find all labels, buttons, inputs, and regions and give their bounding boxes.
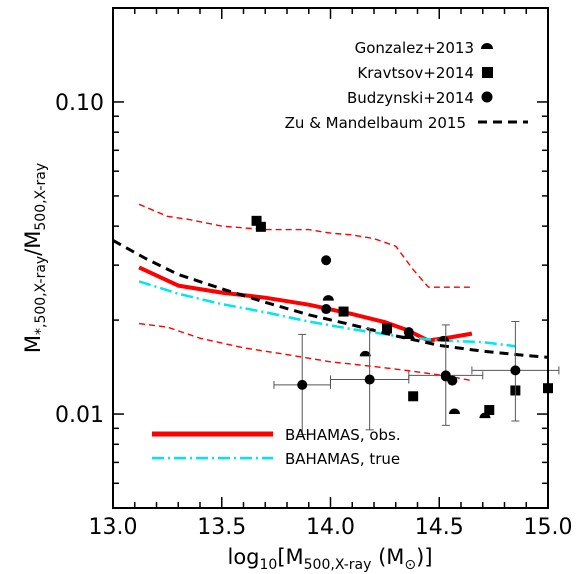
y-axis-title: M*,500,X-ray/M500,X-ray: [21, 163, 49, 353]
legend-bottom-label: BAHAMAS, true: [285, 450, 400, 468]
series-line-1: [138, 203, 472, 288]
data-point-square: [484, 405, 495, 416]
legend-top: Gonzalez+2013 Kravtsov+2014 Budzynski+2014…: [285, 39, 528, 132]
data-point-half-circle: [322, 295, 334, 301]
data-point-circle: [297, 379, 308, 390]
marker-layer: [251, 215, 560, 435]
data-point-half-circle: [359, 350, 371, 357]
data-point-square: [338, 306, 349, 317]
data-point-half-circle: [438, 335, 450, 342]
x-axis-title: log10[M500,X-ray (M⊙)]: [227, 545, 432, 573]
legend-half-circle-icon: [481, 43, 493, 49]
legend-top-label: Kravtsov+2014: [357, 64, 474, 82]
x-tick-label: 13.5: [197, 515, 246, 540]
data-point-circle: [364, 374, 375, 385]
x-tick-label: 14.5: [415, 515, 464, 540]
tick-labels: 13.0 13.5 14.0 14.5 15.0 0.01 0.10: [55, 91, 572, 540]
data-point-square: [408, 391, 419, 402]
y-tick-label: 0.01: [55, 403, 104, 428]
series-line-0: [138, 265, 473, 343]
x-tick-label: 14.0: [306, 515, 355, 540]
legend-top-label: Zu & Mandelbaum 2015: [285, 114, 466, 132]
legend-bottom-label: BAHAMAS, obs.: [285, 426, 401, 444]
data-point-square: [382, 323, 393, 334]
legend-top-label: Budzynski+2014: [347, 89, 474, 107]
x-tick-label: 13.0: [89, 515, 138, 540]
data-point-circle: [510, 365, 521, 376]
x-tick-label: 15.0: [524, 515, 573, 540]
series-layer: [113, 203, 548, 382]
series-line-2: [139, 322, 473, 382]
data-point-circle: [321, 304, 332, 315]
data-point-square: [251, 215, 262, 226]
data-point-circle: [403, 327, 414, 338]
data-point-circle: [321, 255, 332, 266]
axis-ticks: [112, 7, 549, 509]
data-point-square: [255, 221, 266, 232]
legend-bottom: BAHAMAS, obs. BAHAMAS, true: [152, 426, 401, 468]
data-point-circle: [447, 375, 458, 386]
legend-top-label: Gonzalez+2013: [355, 39, 474, 57]
series-line-4: [113, 239, 548, 359]
legend-circle-icon: [481, 91, 493, 103]
legend-square-icon: [482, 67, 493, 78]
data-point-half-circle: [448, 408, 460, 415]
y-tick-label: 0.10: [55, 91, 104, 116]
